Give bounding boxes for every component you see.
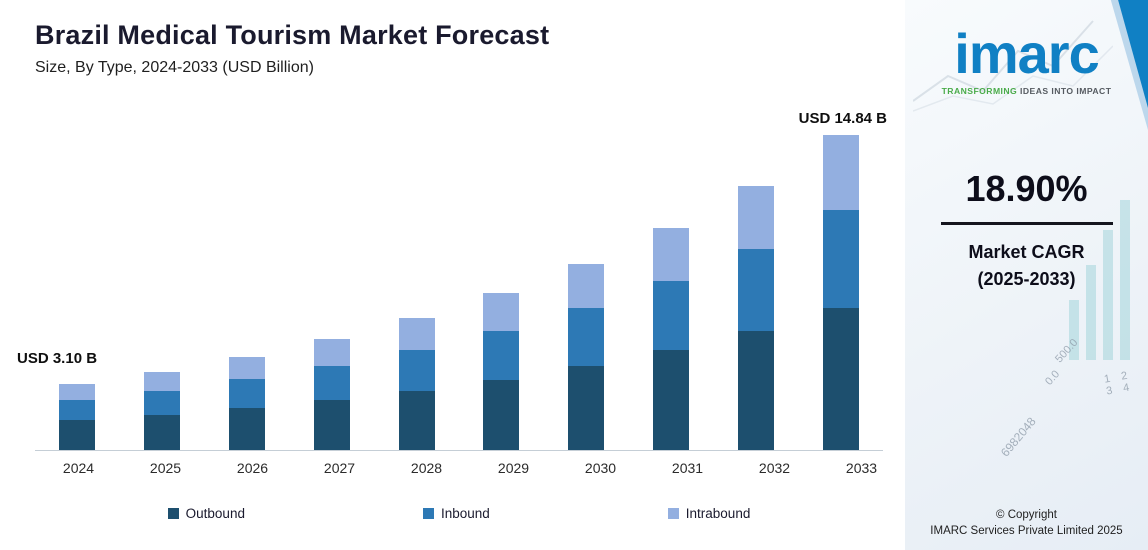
bar-segment-inbound-2032 [737, 249, 774, 332]
bar-segment-intrabound-2029 [483, 293, 520, 331]
bar-segment-outbound-2030 [568, 366, 605, 450]
x-axis-label-2033: 2033 [845, 460, 878, 476]
bar-segment-inbound-2029 [483, 330, 520, 380]
x-axis-label-2025: 2025 [149, 460, 182, 476]
bar-segment-outbound-2024 [59, 420, 96, 450]
bar-group-2025 [120, 111, 205, 450]
cagr-label-line2: (2025-2033) [977, 269, 1076, 289]
bar-segment-inbound-2025 [144, 390, 181, 415]
annotation-last-value: USD 14.84 B [798, 110, 887, 127]
legend-item-inbound: Inbound [422, 506, 490, 521]
x-axis-label-2028: 2028 [410, 460, 443, 476]
imarc-tagline: TRANSFORMING IDEAS INTO IMPACT [905, 86, 1148, 96]
bar-group-2024 [35, 111, 120, 450]
bar-group-2030 [544, 111, 629, 450]
bar-segment-inbound-2026 [228, 379, 265, 408]
cagr-label-line1: Market CAGR [968, 242, 1085, 262]
legend-swatch-intrabound [667, 508, 679, 519]
bar-segment-intrabound-2031 [652, 228, 689, 282]
tagline-part-green: TRANSFORMING [941, 86, 1018, 96]
copyright-line2: IMARC Services Private Limited 2025 [930, 525, 1123, 538]
bar-stack-2030 [568, 263, 605, 450]
chart-section: Brazil Medical Tourism Market Forecast S… [17, 20, 905, 521]
bar-segment-intrabound-2028 [398, 318, 435, 350]
bar-group-2032 [713, 111, 798, 450]
decorative-line-chart [913, 20, 1113, 112]
bar-group-2028 [374, 111, 459, 450]
legend-swatch-outbound [167, 508, 179, 519]
bar-segment-outbound-2027 [313, 400, 350, 450]
bar-segment-outbound-2026 [228, 407, 265, 450]
cagr-label: Market CAGR (2025-2033) [905, 239, 1148, 293]
chart-legend: Outbound Inbound Intrabound [35, 506, 883, 521]
bar-group-2029 [459, 111, 544, 450]
bar-segment-intrabound-2030 [568, 263, 605, 309]
bar-segment-inbound-2030 [568, 308, 605, 367]
x-axis-label-2029: 2029 [497, 460, 530, 476]
bar-stack-2033 [822, 134, 859, 450]
bars-area [35, 111, 883, 451]
bar-stack-2031 [652, 228, 689, 450]
chart-subtitle: Size, By Type, 2024-2033 (USD Billion) [35, 59, 314, 76]
bar-segment-outbound-2031 [652, 350, 689, 450]
bar-stack-2026 [228, 356, 265, 450]
x-axis-labels: 2024 2025 2026 2027 2028 2029 2030 2031 2032 2033 [35, 460, 905, 476]
annotation-first-value: USD 3.10 B [17, 350, 98, 367]
bar-segment-intrabound-2026 [228, 356, 265, 380]
bar-segment-outbound-2029 [483, 379, 520, 450]
copyright-line1: © Copyright [996, 508, 1057, 521]
x-axis-label-2031: 2031 [671, 460, 704, 476]
imarc-logo-text: imarc [954, 22, 1099, 85]
decorative-number: 0.0 [1043, 368, 1063, 388]
stacked-bar-chart: USD 3.10 B USD 14.84 B [17, 110, 887, 451]
bar-segment-inbound-2028 [398, 349, 435, 391]
bar-stack-2028 [398, 318, 435, 450]
x-axis-label-2027: 2027 [323, 460, 356, 476]
decorative-bar-chart [1069, 200, 1130, 360]
legend-item-intrabound: Intrabound [667, 506, 751, 521]
x-axis-label-2032: 2032 [758, 460, 791, 476]
bar-segment-outbound-2028 [398, 390, 435, 450]
bar-stack-2029 [483, 293, 520, 450]
bar-stack-2027 [313, 339, 350, 450]
bar-segment-inbound-2031 [652, 281, 689, 351]
chart-title: Brazil Medical Tourism Market Forecast [35, 20, 550, 50]
tagline-part-gray: IDEAS INTO IMPACT [1017, 86, 1112, 96]
bar-segment-intrabound-2033 [822, 134, 859, 211]
bar-group-2026 [205, 111, 290, 450]
bar-stack-2024 [59, 384, 96, 450]
bar-stack-2025 [144, 371, 181, 450]
legend-label-outbound: Outbound [185, 506, 245, 521]
bar-segment-outbound-2025 [144, 414, 181, 450]
bar-segment-intrabound-2025 [144, 371, 181, 391]
bar-group-2031 [629, 111, 714, 450]
x-axis-label-2030: 2030 [584, 460, 617, 476]
legend-label-intrabound: Intrabound [685, 506, 751, 521]
bar-group-2033 [798, 111, 883, 450]
legend-swatch-inbound [422, 508, 434, 519]
bar-segment-intrabound-2027 [313, 339, 350, 366]
legend-label-inbound: Inbound [440, 506, 490, 521]
bar-segment-inbound-2024 [59, 399, 96, 421]
cagr-value: 18.90% [965, 168, 1088, 209]
bar-stack-2032 [737, 186, 774, 450]
cagr-stat: 18.90% Market CAGR (2025-2033) [905, 168, 1148, 293]
brand-side-panel: 500.0 0.0 1 2 3 4 6982048 imarc TRANSFOR… [905, 0, 1148, 550]
decorative-axis-ticks: 1 2 3 4 [1103, 369, 1135, 398]
bar-segment-inbound-2027 [313, 365, 350, 401]
bar-segment-intrabound-2032 [737, 186, 774, 250]
x-axis-label-2024: 2024 [62, 460, 95, 476]
stat-divider [940, 222, 1113, 225]
x-axis-label-2026: 2026 [236, 460, 269, 476]
bar-group-2027 [289, 111, 374, 450]
legend-item-outbound: Outbound [167, 506, 245, 521]
decorative-number: 6982048 [997, 414, 1039, 460]
bar-segment-outbound-2032 [737, 331, 774, 450]
imarc-logo: imarc TRANSFORMING IDEAS INTO IMPACT [905, 22, 1148, 97]
copyright-notice: © Copyright IMARC Services Private Limit… [905, 507, 1148, 540]
bar-segment-intrabound-2024 [59, 384, 96, 400]
bar-segment-outbound-2033 [822, 308, 859, 450]
bar-segment-inbound-2033 [822, 210, 859, 309]
